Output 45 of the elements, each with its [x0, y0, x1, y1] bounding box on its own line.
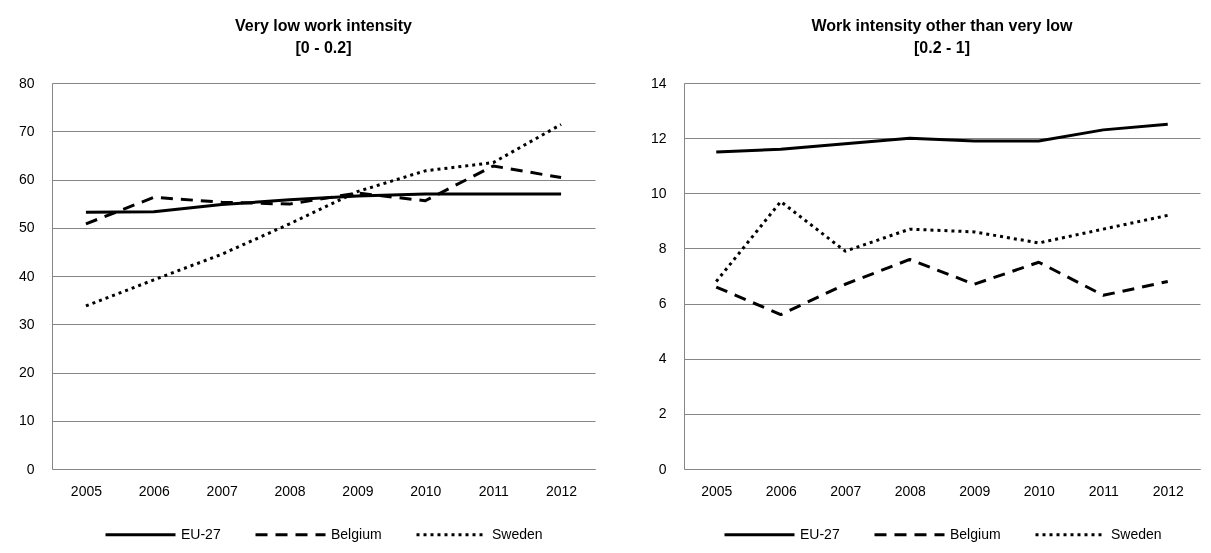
x-tick-label: 2010: [410, 482, 442, 499]
x-tick-label: 2012: [545, 482, 578, 499]
legend-label: Belgium: [950, 525, 1001, 542]
y-tick-label: 70: [18, 122, 35, 139]
y-tick-label: 10: [18, 412, 35, 429]
y-tick-label: 6: [658, 295, 667, 312]
x-tick-label: 2008: [894, 482, 927, 499]
y-tick-label: 0: [26, 460, 35, 477]
x-tick-label: 2012: [1152, 482, 1185, 499]
y-tick-label: 20: [18, 364, 35, 380]
y-tick-label: 2: [658, 405, 667, 422]
legend-label: EU-27: [181, 525, 221, 542]
chart-title: Very low work intensity [0 - 0.2]: [235, 17, 413, 56]
x-tick-label: 2009: [342, 482, 374, 499]
legend-label: Sweden: [1111, 525, 1162, 542]
x-tick-label: 2007: [830, 482, 862, 499]
legend-label: Sweden: [492, 525, 543, 542]
y-tick-label: 80: [18, 74, 35, 91]
line-series: [714, 122, 1170, 154]
y-tick-label: 4: [658, 350, 667, 367]
legend-label: Belgium: [331, 525, 382, 542]
y-tick-label: 50: [18, 219, 35, 236]
line-series: [84, 123, 563, 308]
line-series: [714, 257, 1170, 317]
x-tick-label: 2005: [70, 482, 103, 499]
x-tick-label: 2006: [138, 482, 171, 499]
line-series: [714, 200, 1170, 284]
legend-label: EU-27: [800, 525, 840, 542]
x-tick-label: 2008: [274, 482, 306, 499]
y-tick-label: 60: [18, 171, 35, 187]
x-tick-label: 2011: [478, 482, 509, 499]
x-tick-label: 2011: [1088, 482, 1120, 499]
y-tick-label: 0: [658, 460, 667, 477]
x-tick-label: 2006: [765, 482, 798, 499]
y-tick-label: 30: [18, 315, 35, 332]
x-tick-label: 2009: [959, 482, 991, 499]
x-tick-label: 2010: [1023, 482, 1056, 499]
y-tick-label: 8: [658, 239, 667, 256]
y-tick-label: 12: [650, 129, 667, 146]
x-tick-label: 2007: [206, 482, 238, 499]
y-tick-label: 40: [18, 267, 35, 284]
y-tick-label: 14: [650, 74, 667, 91]
y-tick-label: 10: [650, 184, 667, 201]
chart-title: Work intensity other than very low [0.2 - 1]: [811, 17, 1074, 56]
x-tick-label: 2005: [701, 482, 733, 499]
